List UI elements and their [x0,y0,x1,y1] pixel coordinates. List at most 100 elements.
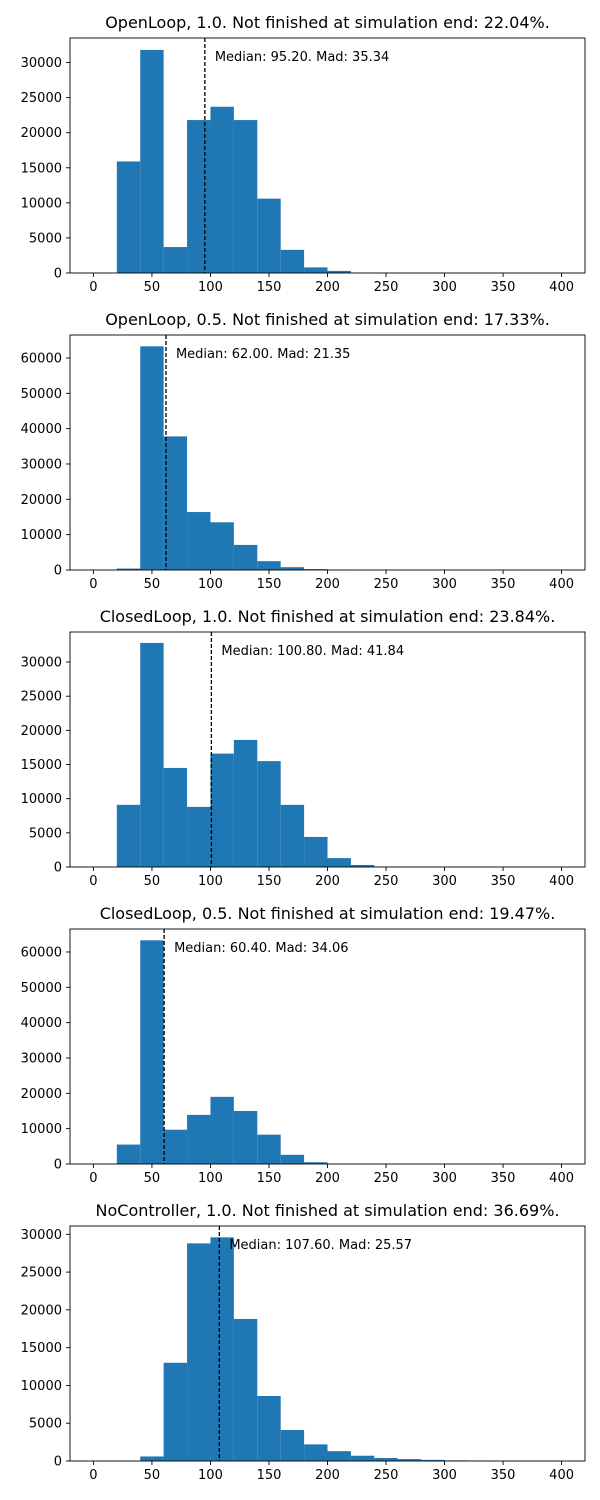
histogram-bar [374,1457,398,1461]
x-tick-label: 250 [374,1171,399,1186]
x-tick-label: 400 [549,1468,574,1483]
histogram-bar [140,49,164,274]
histogram-bar [163,247,188,273]
histogram-bar [233,1110,258,1164]
x-tick-label: 200 [315,874,340,889]
x-tick-label: 300 [432,874,457,889]
y-tick-label: 20000 [21,1087,62,1102]
histogram-bar [140,1456,164,1461]
y-tick-label: 0 [54,564,62,579]
histogram-bar [116,1144,141,1164]
median-annotation: Median: 60.40. Mad: 34.06 [174,941,348,956]
histogram-bar [187,806,211,867]
histogram-bars [140,1237,515,1461]
histogram-bar [280,1430,305,1461]
histogram-bar [257,1396,281,1461]
y-tick-label: 0 [54,1158,62,1173]
histogram-bar [421,1459,445,1461]
histogram-bar [233,544,258,570]
histogram-bar [280,249,305,273]
histogram-bar [140,940,164,1164]
y-tick-label: 10000 [21,1379,62,1394]
y-tick-label: 60000 [21,945,62,960]
median-annotation: Median: 100.80. Mad: 41.84 [221,644,404,659]
histogram-bar [233,120,258,274]
x-tick-label: 100 [198,577,223,592]
histogram-bar [187,512,211,570]
x-tick-label: 200 [315,1171,340,1186]
histogram-bar [304,1444,328,1461]
subplot-openloop-1-0: 0 50 100 150 200 250 300 350 400 0 5000 10000 15000 2… [21,13,586,295]
subplot-closedloop-0-5: 0 50 100 150 200 250 300 350 400 0 10000 20000 30000… [21,904,586,1186]
x-tick-label: 350 [491,577,516,592]
histogram-bar [304,836,328,867]
x-tick-label: 0 [89,874,97,889]
x-tick-label: 350 [491,1171,516,1186]
histogram-bar [257,1134,281,1164]
histogram-bar [210,106,234,273]
histogram-bars [116,346,375,570]
y-tick-label: 30000 [21,1051,62,1066]
y-tick-label: 0 [54,1455,62,1470]
x-tick-label: 100 [198,1468,223,1483]
y-tick-label: 0 [54,267,62,282]
x-tick-label: 150 [257,1171,282,1186]
histogram-bar [140,346,164,570]
histogram-bar [163,436,188,570]
x-tick-label: 100 [198,280,223,295]
subplot-closedloop-1-0: 0 50 100 150 200 250 300 350 400 0 5000 10000 15000 2… [21,607,586,889]
histogram-bar [140,642,164,867]
histogram-bar [187,120,211,274]
x-tick-label: 0 [89,1171,97,1186]
chart-title: ClosedLoop, 1.0. Not finished at simulat… [100,607,556,626]
y-tick-label: 20000 [21,126,62,141]
histogram-bar [210,522,234,570]
x-tick-label: 400 [549,577,574,592]
x-tick-label: 0 [89,280,97,295]
x-tick-label: 400 [549,280,574,295]
y-tick-label: 10000 [21,196,62,211]
y-tick-label: 60000 [21,351,62,366]
x-tick-label: 350 [491,1468,516,1483]
chart-title: ClosedLoop, 0.5. Not finished at simulat… [100,904,556,923]
histogram-bar [187,1243,211,1461]
y-tick-label: 25000 [21,91,62,106]
y-tick-label: 25000 [21,1266,62,1281]
histogram-bar [163,767,188,867]
y-tick-label: 5000 [29,231,62,246]
y-tick-label: 10000 [21,1122,62,1137]
histogram-bar [116,568,141,570]
x-tick-label: 50 [144,1468,161,1483]
x-tick-label: 400 [549,1171,574,1186]
x-tick-label: 150 [257,577,282,592]
histogram-bar [257,761,281,867]
x-tick-label: 400 [549,874,574,889]
histogram-bar [327,1451,351,1461]
x-tick-label: 300 [432,577,457,592]
y-tick-label: 50000 [21,981,62,996]
y-tick-label: 10000 [21,792,62,807]
x-tick-label: 0 [89,1468,97,1483]
subplot-nocontroller-1-0: 0 50 100 150 200 250 300 350 400 0 5000 10000 15000 2… [21,1201,586,1483]
histogram-bar [257,561,281,570]
histogram-bar [233,1318,258,1461]
histogram-bar [350,1455,375,1461]
y-tick-label: 20000 [21,493,62,508]
y-tick-label: 40000 [21,422,62,437]
x-tick-label: 300 [432,1468,457,1483]
y-tick-label: 30000 [21,1228,62,1243]
y-tick-label: 10000 [21,528,62,543]
histogram-bar [304,1162,328,1164]
x-tick-label: 100 [198,1171,223,1186]
x-tick-label: 200 [315,1468,340,1483]
y-tick-label: 15000 [21,758,62,773]
histogram-bars [116,49,398,274]
y-tick-label: 50000 [21,387,62,402]
x-tick-label: 50 [144,1171,161,1186]
x-tick-label: 350 [491,874,516,889]
subplot-openloop-0-5: 0 50 100 150 200 250 300 350 400 0 10000 20000 30000… [21,310,586,592]
histogram-bar [163,1129,188,1164]
histogram-bar [327,858,351,867]
y-tick-label: 15000 [21,1341,62,1356]
